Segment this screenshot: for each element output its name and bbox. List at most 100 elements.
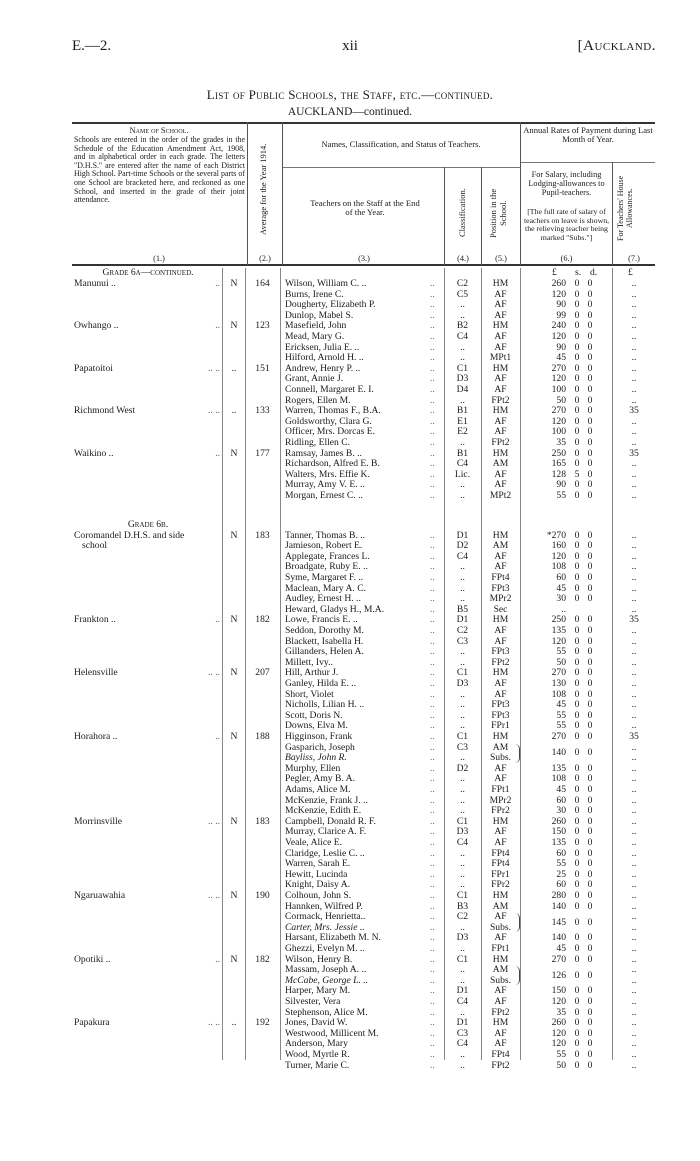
- salary-pence: 0: [587, 826, 593, 838]
- position: FPr2: [491, 805, 510, 817]
- leader-dots: ..: [430, 1017, 435, 1029]
- school-name: Papakura: [74, 1017, 110, 1029]
- salary-shillings: 0: [574, 890, 580, 901]
- salary-pounds: 120: [551, 373, 566, 385]
- teacher-name: Tanner, Thomas B. ..: [285, 529, 366, 541]
- house-allowance: ..: [631, 373, 637, 385]
- teacher-name: Jones, David W.: [285, 1017, 348, 1029]
- teacher-name: Knight, Daisy A.: [285, 879, 351, 891]
- classification: C3: [456, 741, 469, 753]
- salary-pounds: 55: [556, 646, 566, 658]
- salary-pounds: 128: [551, 468, 566, 480]
- house-allowance: ..: [631, 341, 637, 353]
- classification: ..: [460, 582, 465, 594]
- teacher-name: Connell, Margaret E. I.: [285, 384, 374, 395]
- salary-pence: 0: [587, 943, 593, 954]
- teacher-name: Ericksen, Julia E. ..: [285, 341, 360, 353]
- teacher-name: Andrew, Henry P. ..: [285, 362, 361, 374]
- salary-shillings: 0: [574, 1017, 580, 1029]
- house-allowance: ..: [631, 479, 637, 491]
- leader-dots: ..: [430, 656, 435, 668]
- position: Sec: [493, 603, 508, 615]
- pound-unit: £: [552, 267, 557, 278]
- salary-shillings: 0: [574, 688, 580, 700]
- position: HM: [492, 447, 509, 459]
- salary-pounds: 120: [551, 331, 566, 342]
- leader-dots: ..: [430, 794, 435, 806]
- leader-dots: ..: [215, 278, 220, 289]
- salary-pence: 0: [587, 405, 593, 417]
- position: HM: [492, 1017, 509, 1029]
- salary-pence: 0: [587, 646, 593, 658]
- leader-dots: ..: [430, 1059, 435, 1071]
- average-attendance: 207: [255, 667, 270, 679]
- salary-shillings: 0: [574, 678, 580, 689]
- position: HM: [492, 614, 509, 626]
- teacher-name: Campbell, Donald R. F.: [285, 815, 376, 827]
- leader-dots: ..: [430, 582, 435, 594]
- salary-pence: 0: [587, 720, 593, 732]
- brace: [515, 913, 520, 933]
- house-allowance: ..: [631, 320, 637, 332]
- leader-dots: ..: [430, 900, 435, 912]
- house-allowance: ..: [631, 943, 637, 954]
- salary-pence: 0: [587, 1006, 593, 1018]
- salary-pounds: 165: [551, 458, 566, 470]
- salary-shillings: 0: [574, 858, 580, 870]
- school-name: Owhango ..: [74, 320, 119, 332]
- salary-pence: 0: [587, 731, 593, 742]
- house-allowance: 35: [629, 731, 639, 742]
- house-allowance: ..: [631, 529, 637, 541]
- teacher-name: Officer, Mrs. Dorcas E.: [285, 426, 376, 438]
- school-type: ..: [231, 362, 237, 374]
- salary-shillings: 0: [574, 805, 580, 817]
- salary-shillings: 0: [574, 646, 580, 658]
- house-allowance: ..: [631, 331, 637, 342]
- position: HM: [492, 405, 509, 417]
- salary-pence: 0: [587, 1059, 593, 1071]
- salary-shillings: 0: [574, 784, 580, 795]
- average-attendance: 192: [255, 1017, 270, 1029]
- house-allowance: ..: [631, 879, 637, 891]
- leader-dots: ..: [430, 847, 435, 859]
- teacher-name: Morgan, Ernest C. ..: [285, 490, 363, 501]
- salary-pounds: 270: [551, 731, 566, 742]
- house-allowance: ..: [631, 437, 637, 448]
- classification: D2: [456, 762, 469, 774]
- divider: [520, 122, 521, 265]
- salary-pounds: 90: [556, 479, 566, 491]
- leader-dots: ..: [215, 447, 220, 459]
- salary-pence: 0: [587, 656, 593, 668]
- classification: C3: [456, 635, 469, 647]
- teacher-name: McCabe, George L. ..: [285, 974, 369, 986]
- salary-shillings: 0: [574, 720, 580, 732]
- salary-shillings: 0: [574, 458, 580, 470]
- salary-pence: 0: [587, 625, 593, 636]
- salary-pounds: 120: [551, 635, 566, 647]
- position: AF: [494, 550, 507, 562]
- position: AF: [494, 309, 507, 321]
- salary-shillings: 0: [574, 384, 580, 395]
- house-allowance: ..: [631, 837, 637, 848]
- teacher-name: Applegate, Frances L.: [285, 550, 370, 562]
- salary-pence: 0: [587, 278, 593, 289]
- salary-pounds: 120: [551, 1038, 566, 1050]
- salary-pounds: 120: [551, 996, 566, 1007]
- salary-shillings: 0: [574, 572, 580, 583]
- teacher-name: Hewitt, Lucinda: [285, 868, 348, 880]
- classification: ..: [460, 784, 465, 795]
- salary-pence: 0: [587, 362, 593, 374]
- position: AF: [494, 773, 507, 785]
- salary-pence: 0: [587, 490, 593, 501]
- leader-dots: ..: [430, 373, 435, 385]
- salary-pounds: 140: [551, 932, 566, 944]
- house-allowance: ..: [631, 384, 637, 395]
- house-allowance: ..: [631, 468, 637, 480]
- classification: ..: [460, 688, 465, 700]
- salary-shillings: 0: [574, 447, 580, 459]
- salary-pounds: 50: [556, 394, 566, 406]
- salary-shillings: 0: [574, 837, 580, 848]
- salary-pounds: 45: [556, 582, 566, 594]
- house-allowance: ..: [631, 974, 637, 986]
- header-split-teachers: [282, 167, 520, 168]
